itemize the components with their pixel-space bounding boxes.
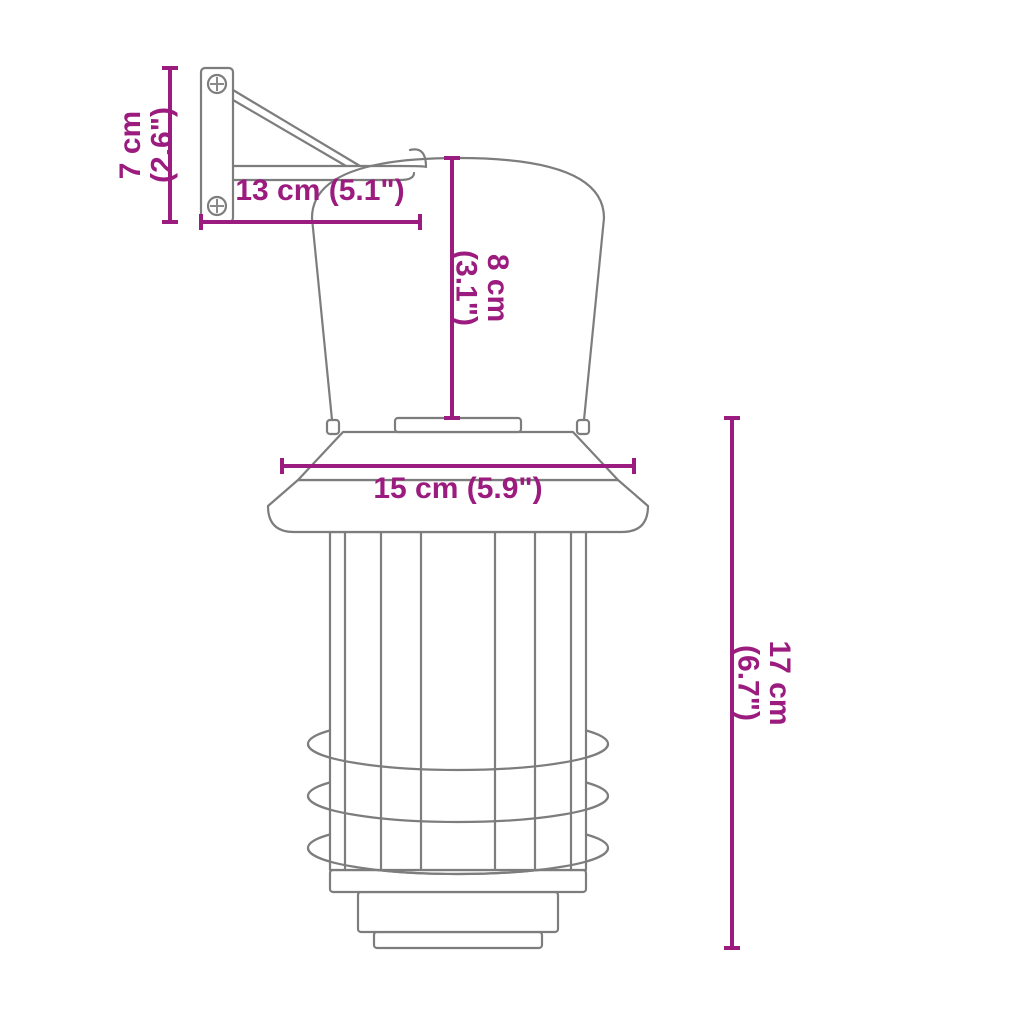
svg-text:17 cm(6.7"): 17 cm(6.7") bbox=[732, 640, 797, 725]
svg-text:8 cm(3.1"): 8 cm(3.1") bbox=[450, 250, 515, 326]
svg-text:13 cm (5.1"): 13 cm (5.1") bbox=[235, 174, 404, 207]
dim-bracket-depth: 13 cm (5.1") bbox=[235, 174, 404, 207]
svg-text:7 cm(2.6"): 7 cm(2.6") bbox=[114, 107, 179, 183]
solar-panel bbox=[395, 418, 521, 432]
svg-text:15 cm (5.9"): 15 cm (5.9") bbox=[373, 472, 542, 505]
